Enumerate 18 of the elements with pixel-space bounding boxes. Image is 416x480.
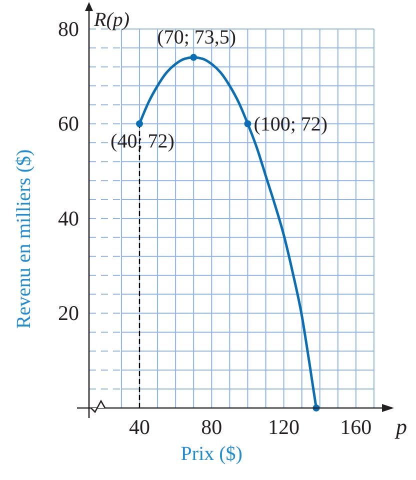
- point: [136, 120, 143, 128]
- annotation: (70; 73,5): [157, 26, 236, 48]
- text: p: [394, 414, 407, 439]
- y-tick-label: 80: [58, 16, 79, 41]
- x-tick-label: 120: [268, 415, 300, 439]
- point: [190, 54, 198, 61]
- x-axis-title: Prix ($): [180, 443, 242, 465]
- x-tick-label: 40: [129, 415, 150, 439]
- y-tick-label: 20: [58, 301, 79, 326]
- annotation: R(p): [93, 9, 130, 31]
- annotation: (100; 72): [254, 114, 328, 136]
- y-tick-label: 40: [58, 206, 79, 230]
- annotation: (40; 72): [110, 130, 174, 153]
- point: [244, 120, 252, 128]
- y-tick-label: 60: [58, 112, 79, 136]
- y-axis-title: Revenu en milliers ($): [13, 149, 35, 329]
- x-tick-label: 80: [201, 415, 222, 439]
- x-tick-label: 160: [340, 415, 372, 439]
